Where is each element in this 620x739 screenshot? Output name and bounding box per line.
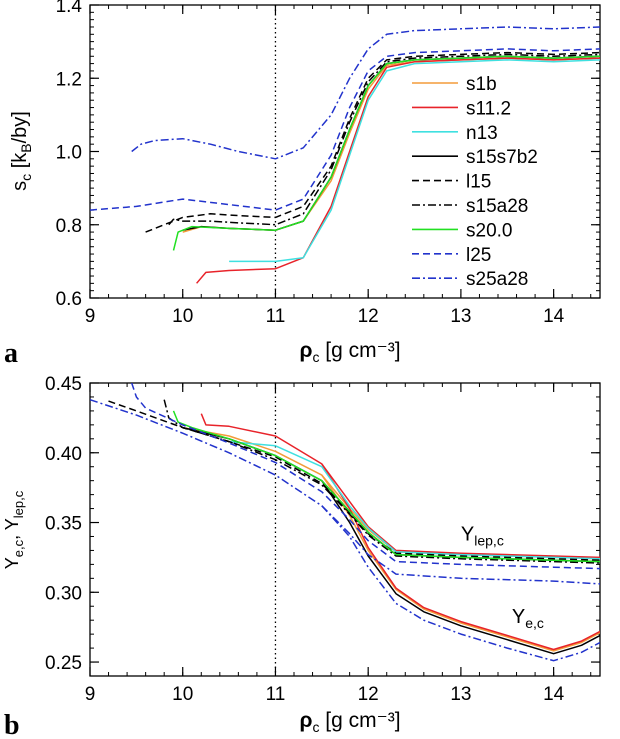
series-group <box>90 26 600 284</box>
legend-label: s11.2 <box>466 98 511 119</box>
y-axis-label: sc [kB/by] <box>9 111 34 191</box>
x-tick-label: 10 <box>172 684 193 705</box>
y-tick-label: 1.0 <box>56 143 82 164</box>
legend-label: l25 <box>466 245 491 266</box>
series-line-s15s7b2-Ye <box>321 480 600 655</box>
series-line-s25a28-Ye <box>321 505 600 662</box>
legend-label: s15a28 <box>466 196 528 217</box>
series-line-s25a28 <box>131 26 600 160</box>
series-line-s20-0 <box>172 410 600 563</box>
legend: s1b s11.2 n13 s15s7b2 l15 s15a28 s20.0 l25 s25a2… <box>412 74 538 290</box>
y-tick-label: 0.35 <box>45 514 82 535</box>
x-tick-label: 12 <box>358 684 379 705</box>
annotation: Ye,c <box>512 606 544 631</box>
series-line-s25a28 <box>90 398 600 585</box>
series-line-s15a28 <box>168 53 600 226</box>
y-tick-label: 0.8 <box>56 216 82 237</box>
panel-a: 9 10 11 12 13 14 0.6 0.8 1.0 1.2 1.4 ρc [g cm⁻³] a sc… <box>4 0 601 369</box>
series-line-s1b-Ye <box>321 474 600 652</box>
x-tick-label: 10 <box>172 306 193 327</box>
legend-label: l15 <box>466 172 491 193</box>
series-line-l15 <box>145 51 600 233</box>
series-line-s11-2-Ylep <box>200 413 600 559</box>
panel-letter: a <box>4 338 18 369</box>
y-axis-label: Ye,c, Ylep,c <box>2 490 26 569</box>
series-line-l25 <box>90 48 600 211</box>
y-tick-label: 0.6 <box>56 289 82 310</box>
x-tick-label: 13 <box>450 306 471 327</box>
legend-label: s15s7b2 <box>466 147 538 168</box>
series-line-n13-Ylep <box>229 440 600 560</box>
y-tick-label: 0.30 <box>45 583 82 604</box>
x-axis-label: ρc [g cm⁻³] <box>299 339 400 365</box>
x-tick-label: 14 <box>543 306 565 327</box>
series-line-n13 <box>229 59 600 263</box>
legend-label: s1b <box>466 74 497 95</box>
x-tick-label: 11 <box>266 684 286 705</box>
series-line-l25 <box>130 383 600 570</box>
series-group <box>90 383 600 662</box>
x-tick-label: 9 <box>85 306 96 327</box>
series-line-s11-2-Ye <box>321 463 600 651</box>
x-axis-label: ρc [g cm⁻³] <box>299 709 400 735</box>
series-line-l15 <box>108 400 600 561</box>
legend-label: s25a28 <box>466 269 528 290</box>
y-tick-label: 0.45 <box>45 374 82 395</box>
x-tick-label: 14 <box>543 684 565 705</box>
panel-b: 9 10 11 12 13 14 0.25 0.30 0.35 0.40 0.45 ρc [g cm⁻… <box>2 374 601 739</box>
legend-label: s20.0 <box>466 220 512 241</box>
x-tick-label: 13 <box>450 684 471 705</box>
annotation: Ylep,c <box>461 524 504 549</box>
y-tick-label: 0.40 <box>45 444 82 465</box>
legend-label: n13 <box>466 123 498 144</box>
x-tick-label: 12 <box>358 306 379 327</box>
series-line-s15s7b2 <box>182 55 600 231</box>
series-line-s20-0 <box>172 55 600 251</box>
y-tick-label: 0.25 <box>45 653 82 674</box>
y-tick-label: 1.2 <box>56 69 82 90</box>
plot-frame <box>89 382 601 677</box>
panel-letter: b <box>4 710 20 739</box>
series-line-s15a28 <box>163 399 600 564</box>
series-line-s11-2 <box>196 57 600 284</box>
x-tick-label: 11 <box>266 306 286 327</box>
y-tick-label: 1.4 <box>56 0 83 17</box>
x-tick-label: 9 <box>85 684 96 705</box>
